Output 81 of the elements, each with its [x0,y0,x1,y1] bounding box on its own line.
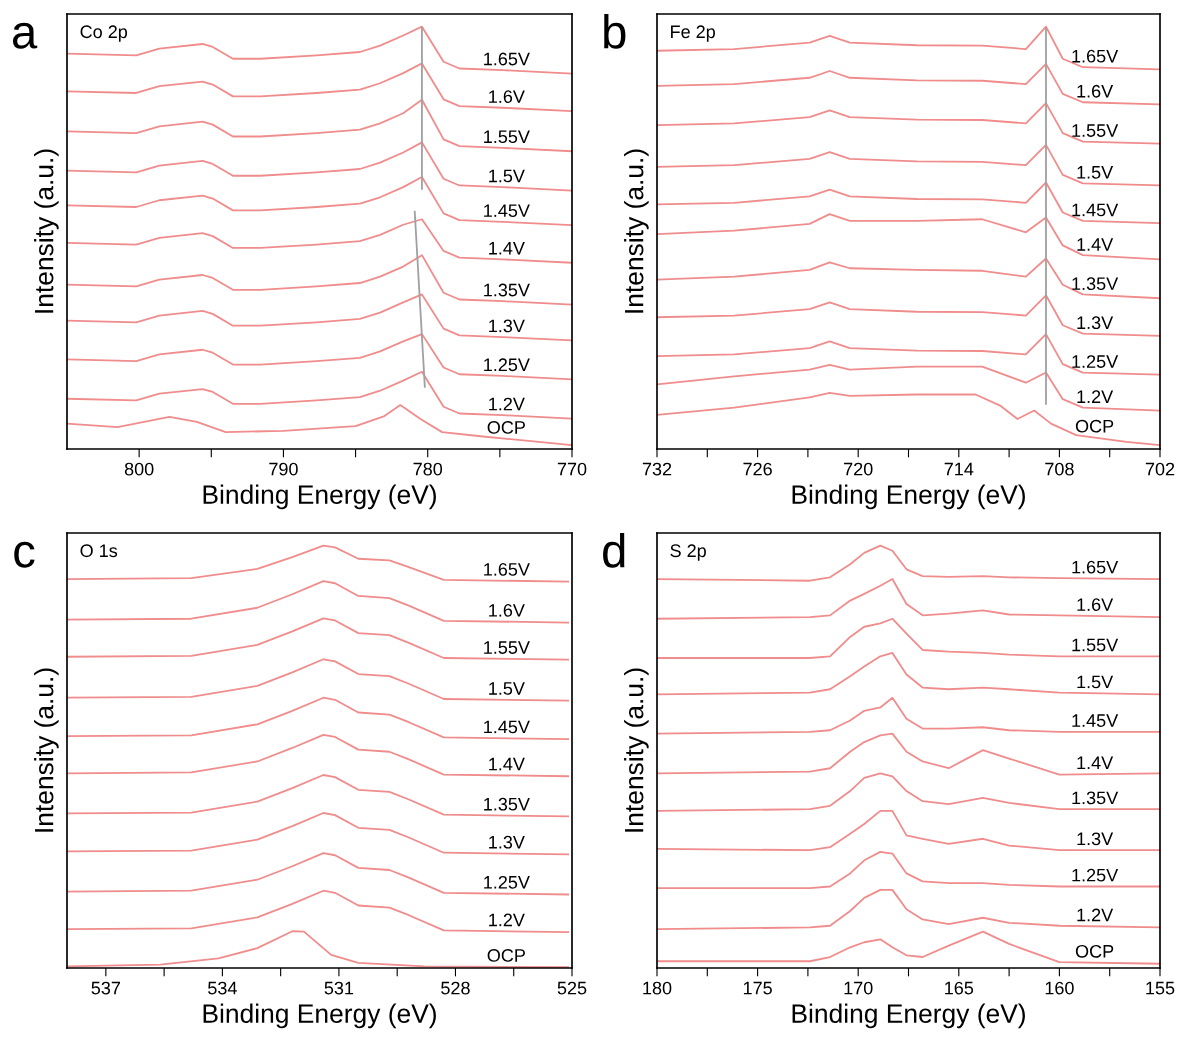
chart-title: O 1s [80,544,118,558]
series-label: 1.25V [484,875,530,889]
series-label: 1.55V [484,641,530,654]
x-tick-label: 534 [208,981,237,995]
series-label: 1.35V [484,283,530,297]
x-tick-label: 714 [944,462,974,476]
x-tick-label: 180 [643,981,672,995]
text: d [603,533,625,568]
y-axis-title: Intensity (a.u.) [34,668,59,832]
x-tick-label: 528 [441,981,470,995]
series-label: 1.3V [1077,316,1114,330]
text: b [604,14,626,49]
series-label: OCP [487,421,525,434]
series-label: 1.45V [1072,203,1119,217]
x-tick-label: 537 [91,981,120,995]
series-label: 1.2V [1077,908,1114,922]
y-axis-title: Intensity (a.u.) [624,149,649,313]
series-label: 1.35V [484,797,530,811]
x-axis-title: Binding Energy (eV) [792,1003,1025,1029]
series-label: OCP [487,949,525,962]
x-tick-label: 170 [844,981,873,995]
series-label: 1.25V [1072,355,1119,368]
x-tick-label: 720 [844,462,873,476]
series-label: 1.45V [1072,714,1119,727]
x-tick-label: 800 [124,462,154,476]
series-label: 1.65V [1072,49,1119,63]
series-label: 1.6V [489,90,525,103]
text: c [14,541,35,568]
x-axis-title: Binding Energy (eV) [203,484,436,510]
series-label: 1.4V [489,241,525,255]
series-label: OCP [1075,944,1114,958]
x-tick-label: 726 [743,462,772,476]
series-label: 1.55V [484,130,530,144]
text: a [12,22,38,49]
series-label: 1.2V [1077,390,1114,403]
series-label: 1.55V [1072,638,1119,652]
chart-title: S 2p [670,544,706,561]
series-label: 1.6V [1077,84,1114,98]
x-axis-title: Binding Energy (eV) [203,1003,436,1029]
series-label: 1.3V [1077,832,1114,846]
series-label: 1.6V [489,603,525,617]
x-axis-title: Binding Energy (eV) [792,484,1025,510]
series-label: 1.45V [484,204,530,217]
series-label: 1.5V [489,682,525,695]
series-label: 1.25V [484,358,530,372]
x-tick-label: 732 [642,462,672,476]
chart-title: Fe 2p [671,25,715,42]
series-label: 1.5V [1077,166,1114,179]
series-label: 1.65V [1072,560,1119,574]
x-tick-label: 790 [269,462,298,476]
series-label: 1.5V [489,169,525,183]
x-tick-label: 165 [945,981,974,995]
series-label: 1.6V [1077,598,1114,611]
series-label: 1.35V [1072,791,1119,805]
series-label: 1.4V [1077,238,1114,251]
series-label: 1.3V [489,319,525,333]
series-label: 1.45V [484,720,530,734]
series-label: 1.55V [1072,124,1119,137]
series-label: 1.35V [1072,277,1119,291]
x-tick-label: 708 [1045,462,1074,476]
series-label: OCP [1075,419,1114,433]
series-label: 1.2V [489,913,525,927]
series-label: 1.25V [1072,868,1119,882]
series-label: 1.3V [489,835,525,849]
series-label: 1.65V [484,562,530,576]
series-label: 1.65V [484,52,530,66]
y-axis-title: Intensity (a.u.) [34,149,59,313]
x-tick-label: 702 [1145,462,1175,476]
x-tick-label: 525 [557,981,587,995]
x-tick-label: 175 [743,981,772,995]
x-tick-label: 160 [1045,981,1074,995]
series-label: 1.2V [489,397,525,411]
series-label: 1.4V [489,757,525,771]
y-axis-title: Intensity (a.u.) [624,668,649,832]
x-tick-label: 770 [557,462,587,476]
chart-title: Co 2p [80,25,128,42]
series-label: 1.4V [1077,756,1114,769]
x-tick-label: 531 [324,981,354,995]
x-tick-label: 780 [413,462,443,476]
series-label: 1.5V [1077,675,1114,689]
x-tick-label: 155 [1146,981,1175,995]
